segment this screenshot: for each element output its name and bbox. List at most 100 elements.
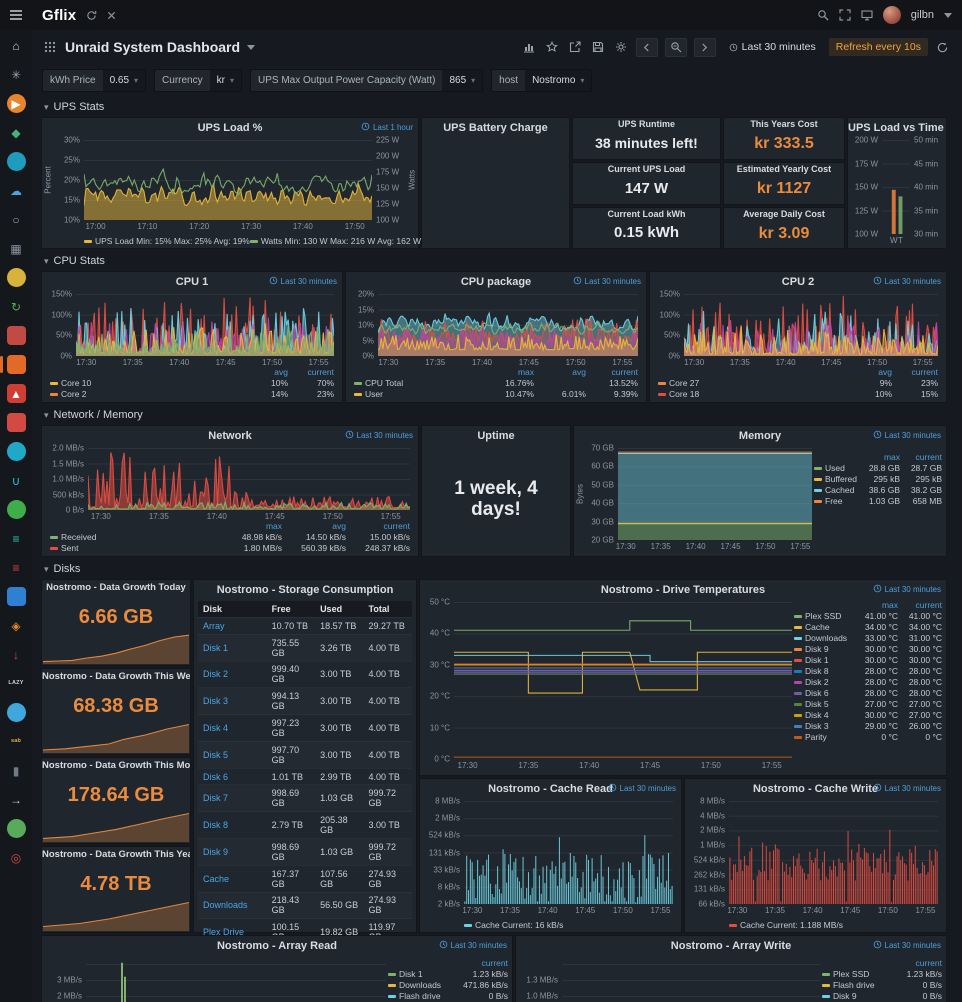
panel-title[interactable]: Nostromo - Array Write <box>670 940 792 952</box>
panel-title[interactable]: Nostromo - Cache Read <box>488 783 613 795</box>
variable-2[interactable]: Currency kr ▾ <box>154 69 242 92</box>
sidebar-app-red-target-icon[interactable]: ◎ <box>7 848 26 867</box>
plot-area[interactable] <box>684 294 938 356</box>
panel-title[interactable]: This Years Cost <box>750 119 818 129</box>
sidebar-app-orange-play-icon[interactable]: ▶ <box>6 94 26 113</box>
disk-link[interactable]: Array <box>198 618 267 635</box>
panel-timeinfo[interactable]: Last 30 minutes <box>873 783 941 794</box>
disk-link[interactable]: Disk 4 <box>198 715 267 742</box>
panel-title[interactable]: Estimated Yearly Cost <box>736 164 832 174</box>
sidebar-app-lazy-icon[interactable]: LAZY <box>7 674 26 693</box>
sidebar-logout-icon[interactable]: → <box>7 790 26 809</box>
plot-area[interactable] <box>618 448 812 540</box>
legend-column-header[interactable]: current <box>481 958 508 968</box>
plot-area[interactable] <box>562 958 820 1002</box>
legend-column-header[interactable]: avg <box>572 367 586 377</box>
sidebar-app-blue-app-icon[interactable] <box>6 587 26 606</box>
legend-series-name[interactable]: CPU Total <box>354 378 482 389</box>
legend-column-header[interactable]: current <box>307 367 334 377</box>
disk-link[interactable]: Downloads <box>198 892 267 919</box>
legend-series-name[interactable]: Core 10 <box>50 378 242 389</box>
legend-item[interactable]: UPS Load Min: 15% Max: 25% Avg: 19% <box>84 236 250 246</box>
disk-link[interactable]: Disk 6 <box>198 768 267 785</box>
sidebar-app-red-tools-icon[interactable] <box>6 326 26 345</box>
refresh-interval-button[interactable]: Refresh every 10s <box>828 38 928 56</box>
legend-column-header[interactable]: max <box>265 521 282 531</box>
legend-column-header[interactable]: current <box>911 367 938 377</box>
panel-title[interactable]: Nostromo - Cache Write <box>752 783 879 795</box>
panel-timeinfo[interactable]: Last 30 minutes <box>873 430 941 441</box>
legend-series-name[interactable]: Disk 9 <box>794 644 854 655</box>
tv-mode-icon[interactable] <box>861 9 873 21</box>
panel-title[interactable]: Nostromo - Data Growth This Month <box>42 760 190 771</box>
legend-column-header[interactable]: current <box>915 600 942 610</box>
panel-title[interactable]: Nostromo - Data Growth This Week <box>42 671 190 682</box>
time-range-picker[interactable]: Last 30 minutes <box>723 39 822 55</box>
sidebar-settings-icon[interactable]: ✳ <box>7 65 26 84</box>
variable-value[interactable]: 0.65 ▾ <box>102 70 146 91</box>
refresh-icon[interactable] <box>935 42 950 53</box>
sidebar-app-teal-stack-icon[interactable]: ≡ <box>7 529 26 548</box>
panel-title[interactable]: Nostromo - Drive Temperatures <box>600 584 766 596</box>
panel-title[interactable]: CPU 1 <box>175 276 209 288</box>
panel-title[interactable]: UPS Battery Charge <box>443 122 548 134</box>
legend-series-name[interactable]: Received <box>50 532 218 543</box>
panel-timeinfo[interactable]: Last 30 minutes <box>873 940 941 951</box>
panel-title[interactable]: Nostromo - Storage Consumption <box>216 584 394 596</box>
sidebar-app-green-circle-icon[interactable] <box>6 500 26 519</box>
panel-title[interactable]: CPU 2 <box>781 276 815 288</box>
legend-series-name[interactable]: Used <box>814 463 858 474</box>
legend-series-name[interactable]: Free <box>814 496 858 507</box>
variable-value[interactable]: 865 ▾ <box>442 70 483 91</box>
sidebar-app-unraid-icon[interactable] <box>0 355 26 374</box>
legend-series-name[interactable]: Disk 6 <box>794 688 854 699</box>
disk-link[interactable]: Disk 7 <box>198 785 267 812</box>
column-header[interactable]: Disk <box>198 601 267 618</box>
sidebar-home-icon[interactable]: ⌂ <box>7 36 26 55</box>
disk-link[interactable]: Disk 3 <box>198 688 267 715</box>
legend-series-name[interactable]: Plex SSD <box>822 969 884 980</box>
sidebar-app-red-shield-icon[interactable]: ▲ <box>6 384 26 403</box>
plot-area[interactable] <box>464 801 673 904</box>
legend-column-header[interactable]: max <box>881 600 898 610</box>
panel-timeinfo[interactable]: Last 30 minutes <box>345 430 413 441</box>
plot-area[interactable] <box>378 294 638 356</box>
legend-series-name[interactable]: Buffered <box>814 474 858 485</box>
plot-area[interactable] <box>88 448 410 510</box>
legend-item[interactable]: Cache Current: 1.188 MB/s <box>729 920 843 930</box>
legend-series-name[interactable]: Cache <box>794 622 854 633</box>
sidebar-app-water-drop-icon[interactable] <box>6 703 26 722</box>
dashboard-grid-icon[interactable] <box>44 41 56 53</box>
app-logo[interactable]: Gflix <box>42 6 77 24</box>
panel-title[interactable]: Nostromo - Data Growth Today <box>46 582 186 593</box>
section-network-memory[interactable]: ▾ Network / Memory <box>44 409 143 421</box>
legend-series-name[interactable]: Core 27 <box>658 378 846 389</box>
panel-title[interactable]: Memory <box>738 430 782 442</box>
plot-area[interactable] <box>76 294 334 356</box>
sidebar-app-red-bars-icon[interactable]: ≡ <box>7 558 26 577</box>
legend-series-name[interactable]: Disk 8 <box>794 666 854 677</box>
zoom-out-button[interactable] <box>664 37 687 57</box>
disk-link[interactable]: Disk 2 <box>198 661 267 688</box>
variable-4[interactable]: host Nostromo ▾ <box>491 69 593 92</box>
settings-icon[interactable] <box>613 41 629 53</box>
column-header[interactable]: Used <box>315 601 364 618</box>
disk-link[interactable]: Disk 9 <box>198 839 267 866</box>
panel-timeinfo[interactable]: Last 30 minutes <box>439 940 507 951</box>
legend-series-name[interactable]: Parity <box>794 732 854 743</box>
legend-column-header[interactable]: avg <box>274 367 288 377</box>
user-menu-caret-icon[interactable] <box>944 12 952 18</box>
disk-link[interactable]: Disk 1 <box>198 634 267 661</box>
sidebar-app-invader-icon[interactable]: ▦ <box>7 239 26 258</box>
panel-title[interactable]: Nostromo - Data Growth This Year <box>42 849 190 860</box>
sidebar-app-sab-icon[interactable]: sab <box>7 732 26 751</box>
time-back-button[interactable] <box>635 37 658 57</box>
sidebar-app-dark-tower-icon[interactable]: ▮ <box>7 761 26 780</box>
legend-series-name[interactable]: Downloads <box>388 980 450 991</box>
variable-value[interactable]: kr ▾ <box>209 70 241 91</box>
legend-column-header[interactable]: current <box>611 367 638 377</box>
panel-title[interactable]: Uptime <box>477 430 515 442</box>
dashboard-title-caret-icon[interactable] <box>247 44 256 50</box>
legend-column-header[interactable]: current <box>915 958 942 968</box>
legend-column-header[interactable]: current <box>383 521 410 531</box>
